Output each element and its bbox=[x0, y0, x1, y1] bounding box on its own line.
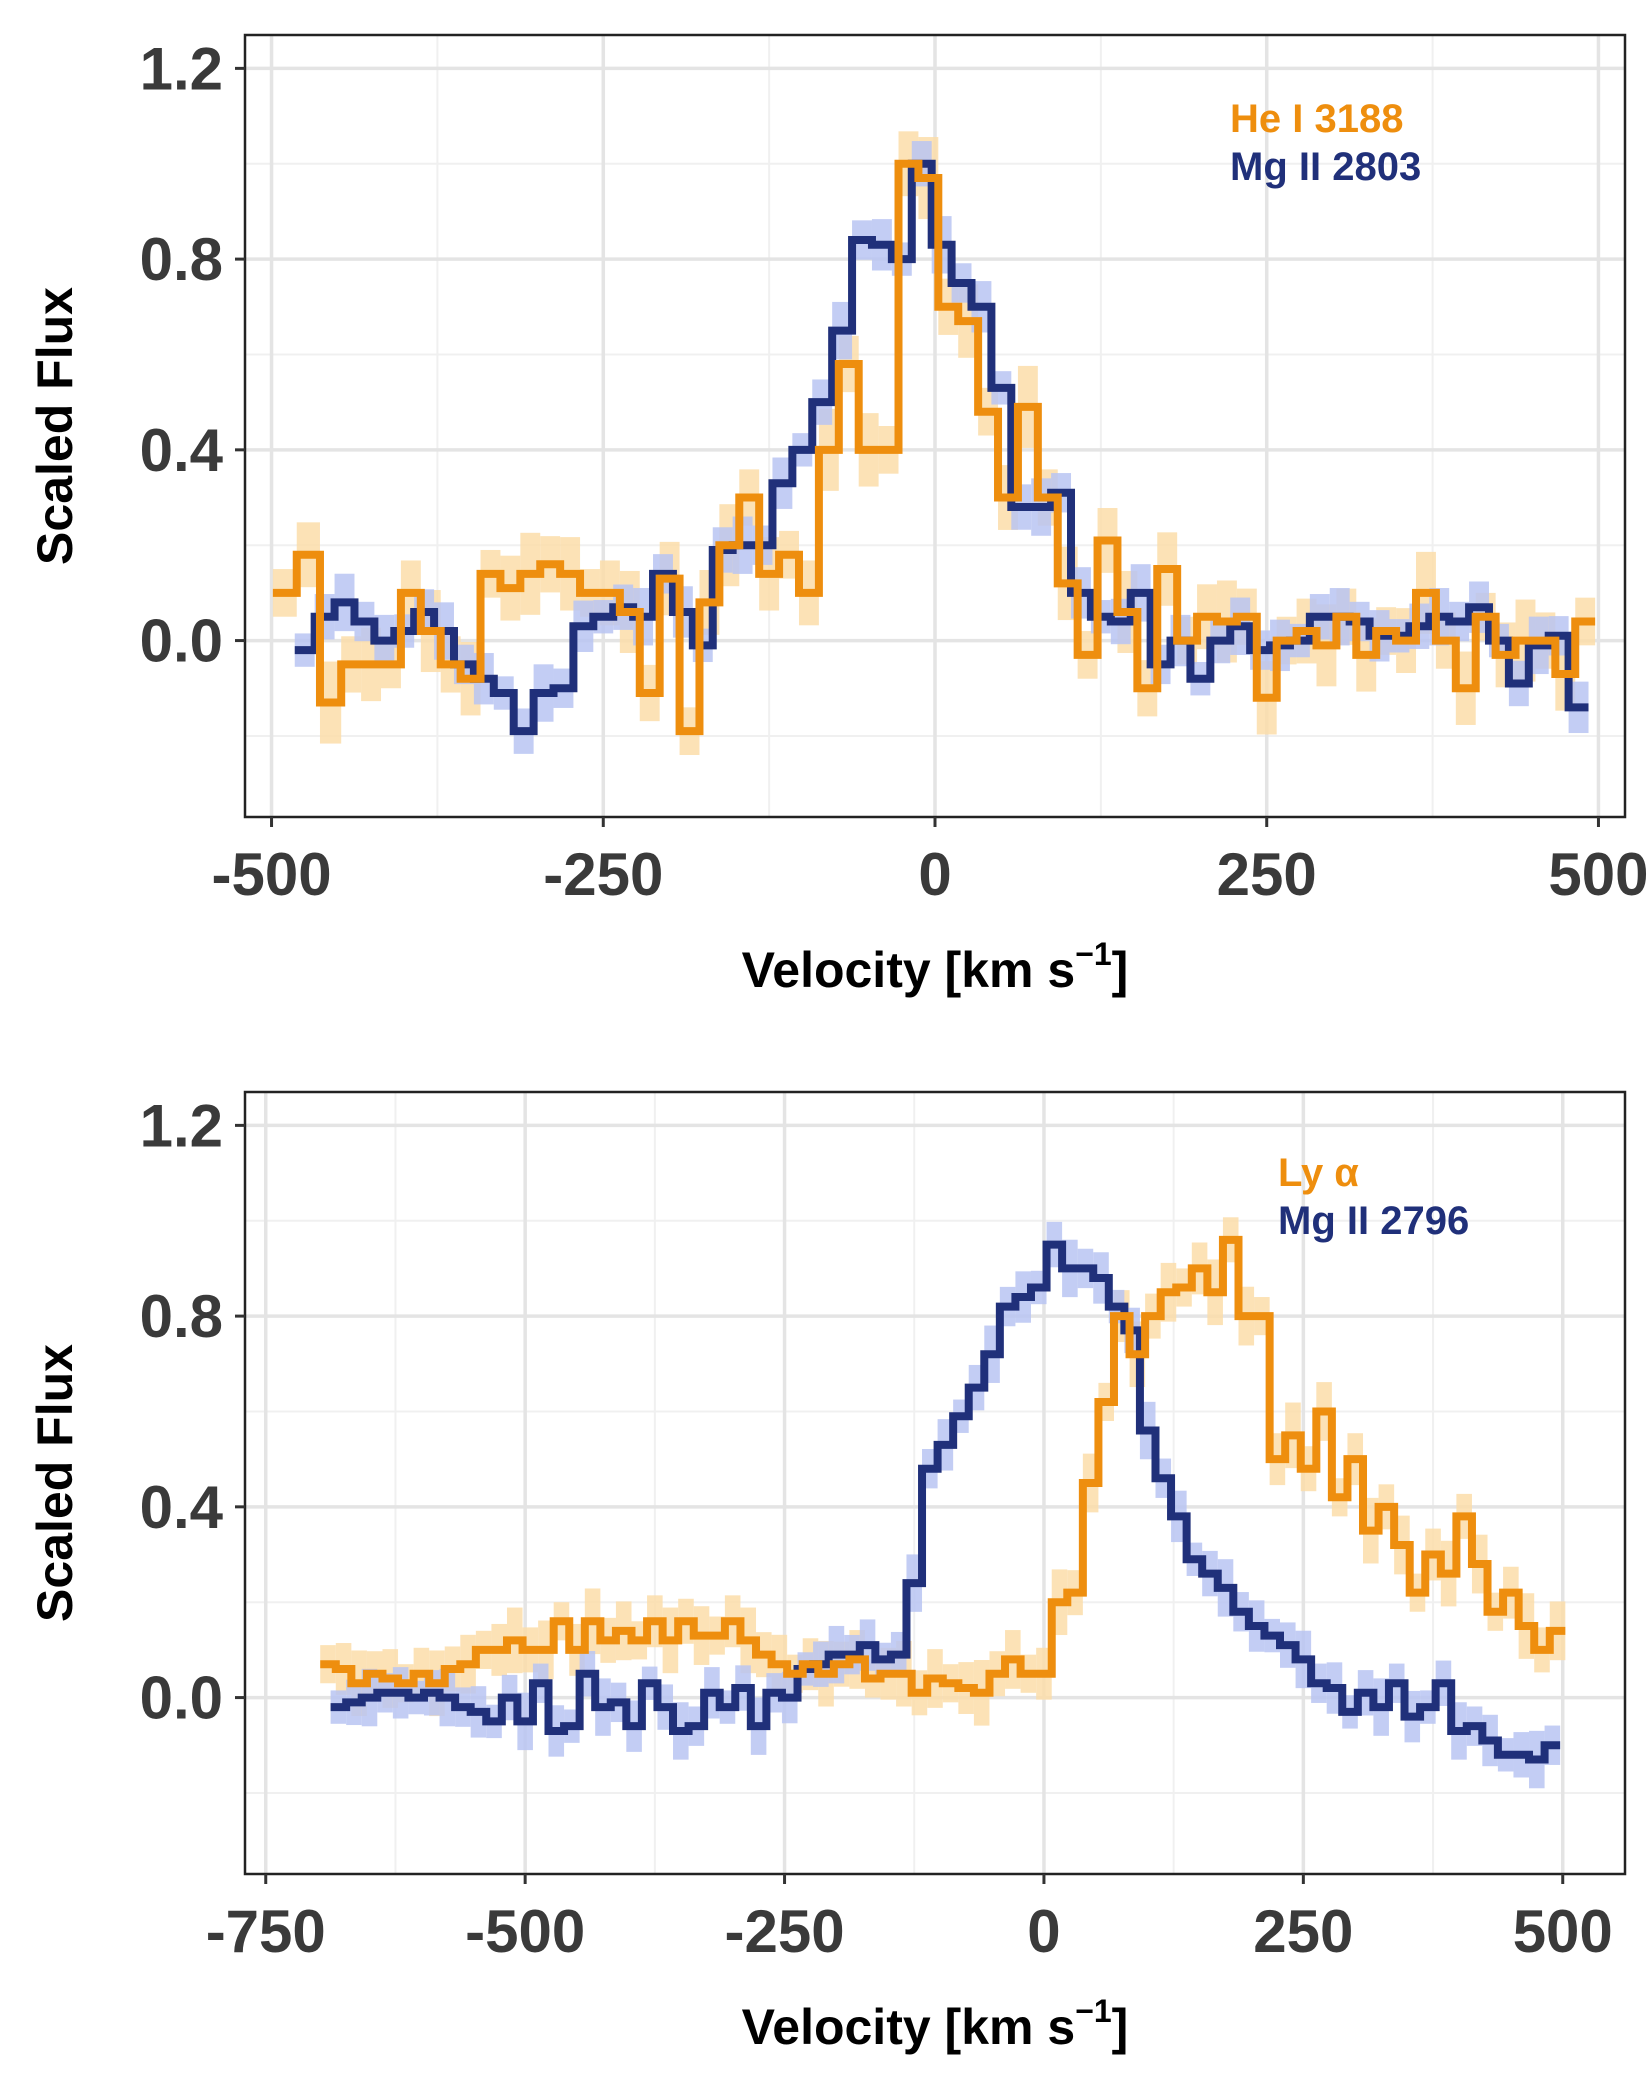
legend-entry: Mg II 2803 bbox=[1230, 145, 1421, 189]
y-tick-label: 0.0 bbox=[140, 1665, 223, 1732]
y-tick-label: 0.4 bbox=[140, 1474, 224, 1541]
x-tick-label: -250 bbox=[725, 1898, 845, 1965]
legend-entry: Ly α bbox=[1278, 1151, 1359, 1195]
x-tick-label: -750 bbox=[206, 1898, 326, 1965]
panel-border bbox=[243, 1090, 1627, 1876]
legend-entry: He I 3188 bbox=[1230, 97, 1403, 141]
x-tick-label: 250 bbox=[1217, 841, 1317, 908]
series-line-he-i-3188 bbox=[272, 159, 1596, 736]
y-tick-label: 0.4 bbox=[140, 417, 224, 484]
x-tick-label: 0 bbox=[1027, 1898, 1060, 1965]
y-tick-label: 0.8 bbox=[140, 1283, 223, 1350]
x-axis-title: Velocity [km s−1] bbox=[742, 936, 1129, 998]
x-tick-label: 250 bbox=[1253, 1898, 1353, 1965]
series-line-mg-ii-2803 bbox=[294, 159, 1589, 736]
x-tick-label: 0 bbox=[918, 841, 951, 908]
y-axis-title: Scaled Flux bbox=[27, 1344, 83, 1622]
top-panel: -500 -250 0 250 500 0.0 0.4 0.8 1.2 Velocity [km … bbox=[27, 33, 1649, 998]
x-tick-label: 500 bbox=[1513, 1898, 1613, 1965]
y-tick-label: 1.2 bbox=[140, 1092, 223, 1159]
y-tick-label: 1.2 bbox=[140, 35, 223, 102]
legend-entry: Mg II 2796 bbox=[1278, 1199, 1469, 1243]
bottom-panel: -750 -500 -250 0 250 500 0.0 0.4 0.8 1.2 Velocity … bbox=[27, 1090, 1627, 2055]
series-line-ly- bbox=[320, 1235, 1566, 1697]
y-tick-label: 0.0 bbox=[140, 608, 223, 675]
series-line-mg-ii-2796 bbox=[330, 1240, 1561, 1764]
y-tick-label: 0.8 bbox=[140, 226, 223, 293]
x-tick-label: -500 bbox=[211, 841, 331, 908]
x-axis-title: Velocity [km s−1] bbox=[742, 1993, 1129, 2055]
y-axis-title: Scaled Flux bbox=[27, 287, 83, 565]
x-tick-label: -500 bbox=[465, 1898, 585, 1965]
x-tick-label: 500 bbox=[1548, 841, 1648, 908]
x-tick-label: -250 bbox=[543, 841, 663, 908]
